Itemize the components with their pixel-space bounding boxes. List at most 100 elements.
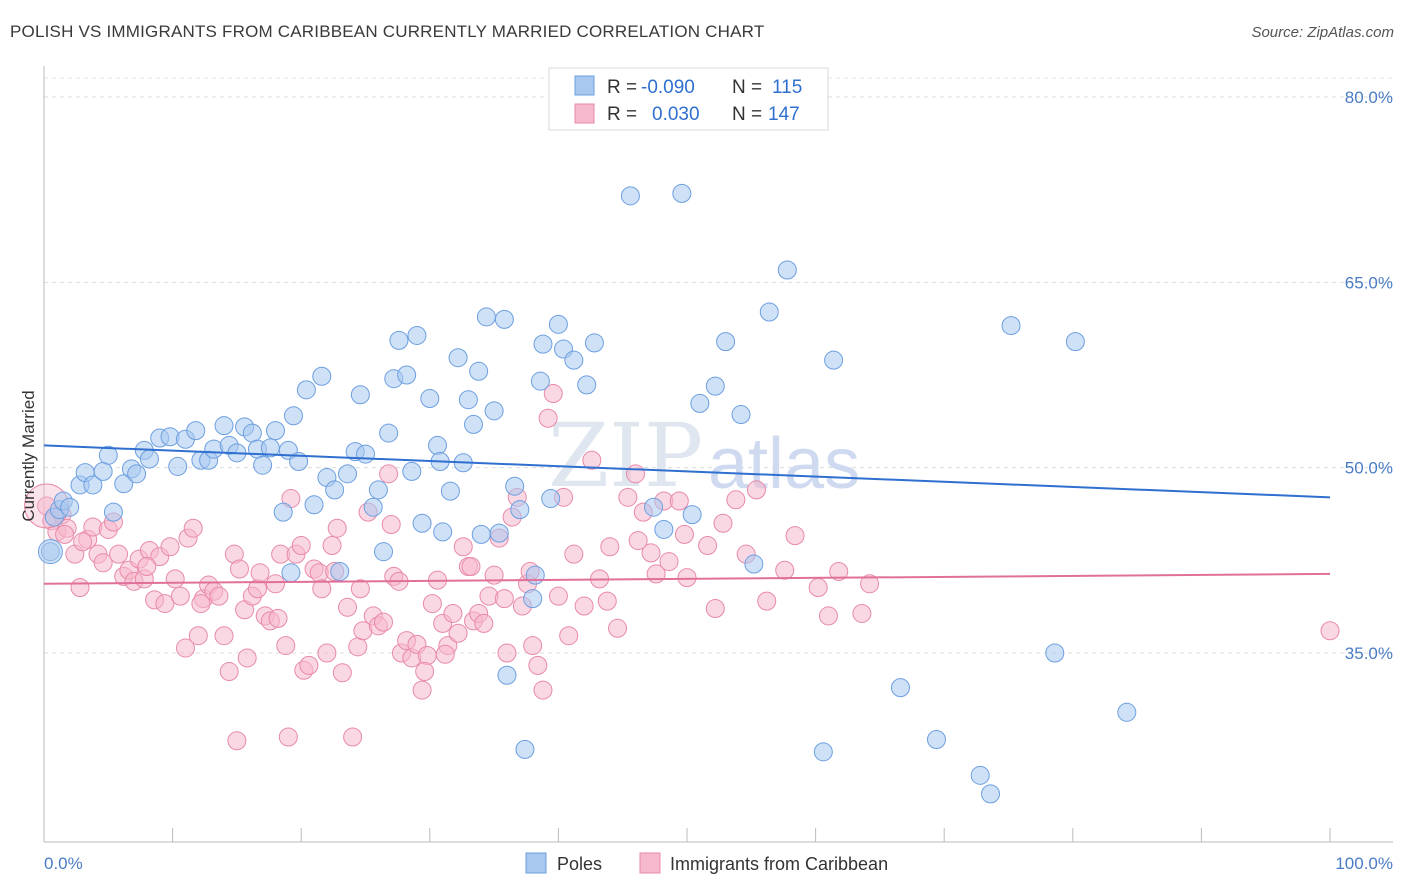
x-tick-label-max: 100.0% — [1335, 854, 1393, 873]
caribbean-point — [278, 727, 298, 747]
poles-point — [497, 665, 517, 685]
caribbean-point — [494, 589, 514, 609]
poles-point — [98, 445, 118, 465]
caribbean-point — [209, 586, 229, 606]
source-label: Source: ZipAtlas.com — [1251, 24, 1394, 41]
caribbean-point — [453, 537, 473, 557]
poles-point — [103, 502, 123, 522]
caribbean-point — [55, 524, 75, 544]
caribbean-point — [860, 574, 880, 594]
poles-point — [1065, 332, 1085, 352]
legend-swatch-poles — [574, 75, 595, 96]
poles-point — [744, 554, 764, 574]
y-tick-label: 65.0% — [1345, 273, 1393, 292]
caribbean-point — [291, 536, 311, 556]
caribbean-point — [484, 565, 504, 585]
poles-point — [548, 314, 568, 334]
caribbean-point — [109, 544, 129, 564]
caribbean-point — [785, 526, 805, 546]
caribbean-point — [582, 450, 602, 470]
caribbean-point — [775, 560, 795, 580]
caribbean-point — [170, 586, 190, 606]
caribbean-point — [276, 636, 296, 656]
poles-point — [1117, 702, 1137, 722]
caribbean-point — [317, 643, 337, 663]
poles-point — [407, 325, 427, 345]
caribbean-point — [574, 596, 594, 616]
caribbean-point — [497, 643, 517, 663]
legend-n-value-2: 147 — [768, 104, 800, 125]
poles-point — [523, 589, 543, 609]
legend-n-label-2: N = — [732, 104, 762, 125]
caribbean-trend-line — [43, 572, 1331, 585]
poles-point — [330, 561, 350, 581]
caribbean-point — [448, 623, 468, 643]
caribbean-point — [533, 680, 553, 700]
poles-point — [281, 563, 301, 583]
poles-point — [926, 729, 946, 749]
poles-point — [824, 350, 844, 370]
poles-point — [980, 784, 1000, 804]
bottom-legend: Poles Immigrants from Caribbean — [525, 852, 888, 874]
poles-point — [469, 361, 489, 381]
poles-point — [356, 444, 375, 464]
legend-r-value-2: 0.030 — [652, 104, 700, 125]
poles-point — [530, 371, 550, 391]
poles-point — [296, 380, 316, 400]
caribbean-point — [160, 537, 180, 557]
poles-point — [620, 186, 640, 206]
caribbean-point — [1320, 621, 1340, 641]
caribbean-point — [343, 727, 363, 747]
poles-point — [60, 497, 80, 517]
poles-point — [1045, 643, 1065, 663]
poles-point — [705, 376, 725, 396]
poles-point — [577, 375, 597, 395]
legend-r-label-2: R = — [607, 104, 637, 125]
caribbean-point — [348, 637, 368, 657]
poles-point — [489, 523, 509, 543]
poles-point — [325, 480, 345, 500]
caribbean-point — [350, 579, 370, 599]
top-legend: R = -0.090 N = 115 R = 0.030 N = 147 — [548, 67, 829, 131]
caribbean-point — [461, 557, 481, 577]
caribbean-point — [265, 574, 285, 594]
caribbean-point — [299, 655, 319, 675]
caribbean-point — [443, 603, 463, 623]
caribbean-point — [543, 384, 563, 404]
caribbean-point — [597, 591, 617, 611]
poles-point — [428, 435, 448, 455]
poles-point — [265, 421, 285, 441]
caribbean-point — [435, 644, 455, 664]
caribbean-point — [600, 537, 620, 557]
poles-point — [690, 393, 710, 413]
x-tick-label-min: 0.0% — [44, 854, 83, 873]
caribbean-point — [641, 543, 661, 563]
caribbean-point — [705, 599, 725, 619]
legend-r-value-1: -0.090 — [641, 77, 695, 98]
caribbean-point — [70, 578, 90, 598]
caribbean-point — [757, 591, 777, 611]
caribbean-point — [626, 464, 646, 484]
y-tick-label: 80.0% — [1345, 88, 1393, 107]
poles-point — [139, 449, 159, 469]
caribbean-point — [268, 608, 288, 628]
caribbean-point — [332, 663, 352, 683]
axes — [43, 66, 1393, 843]
poles-point — [510, 500, 530, 520]
caribbean-point — [219, 662, 239, 682]
poles-point — [970, 765, 990, 785]
poles-point — [312, 366, 332, 386]
chart-title: POLISH VS IMMIGRANTS FROM CARIBBEAN CURR… — [10, 22, 765, 41]
bottom-legend-poles: Poles — [557, 854, 602, 874]
poles-point — [397, 365, 417, 385]
poles-point — [672, 183, 692, 203]
poles-trend-line — [43, 444, 1331, 499]
poles-point — [374, 542, 394, 562]
caribbean-point — [137, 557, 157, 577]
poles-point — [168, 456, 188, 476]
caribbean-point — [93, 553, 113, 573]
poles-point — [564, 350, 584, 370]
y-axis-label: Currently Married — [19, 390, 38, 521]
poles-point — [93, 461, 113, 481]
trend-lines — [43, 444, 1331, 585]
